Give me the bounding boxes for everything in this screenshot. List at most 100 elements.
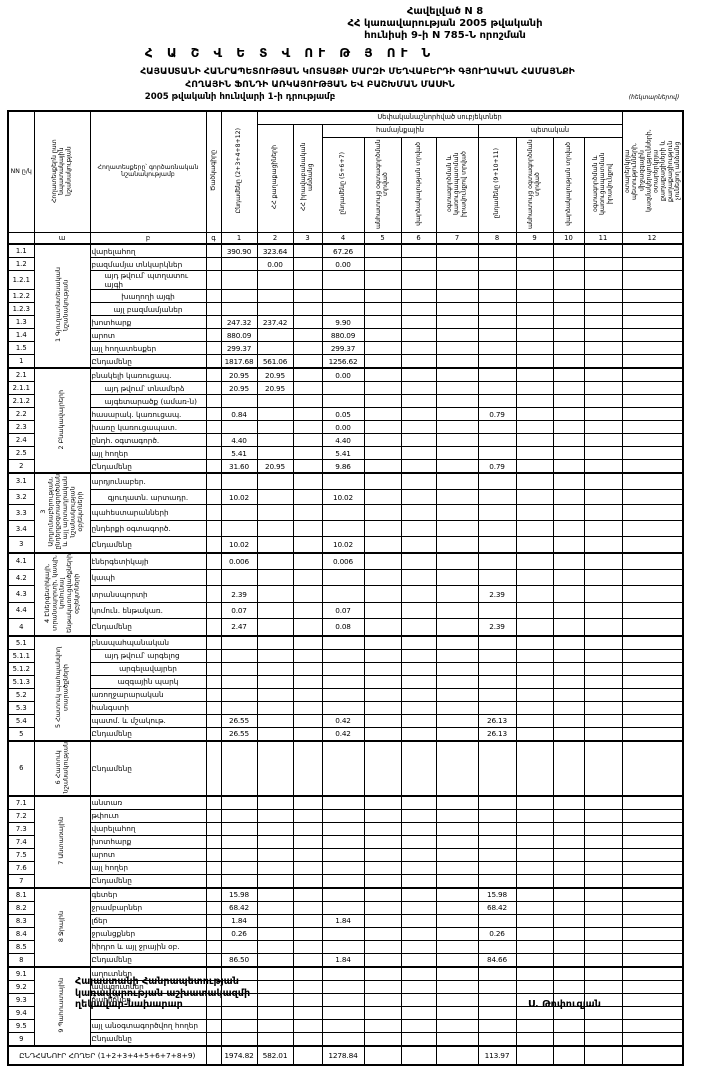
value-cell bbox=[292, 913, 323, 928]
grand-total-value bbox=[583, 1044, 623, 1066]
value-cell bbox=[477, 687, 517, 702]
value-cell bbox=[256, 965, 294, 981]
col-header-state-free-use: անհատույց օգտագործման տրված bbox=[515, 137, 554, 233]
value-cell bbox=[321, 1018, 365, 1033]
row-number: 9.2 bbox=[7, 979, 35, 994]
grand-total-value: 582.01 bbox=[256, 1044, 294, 1066]
code-cell bbox=[205, 446, 222, 460]
value-cell bbox=[321, 992, 365, 1007]
value-cell bbox=[552, 913, 585, 928]
value-cell bbox=[621, 713, 683, 728]
section-label: 7 Անտառային bbox=[33, 794, 91, 889]
value-cell bbox=[552, 504, 585, 522]
value-cell bbox=[435, 713, 479, 728]
value-cell: 237.42 bbox=[256, 315, 294, 329]
value-cell bbox=[583, 354, 623, 369]
row-number: 8.3 bbox=[7, 913, 35, 928]
value-cell bbox=[583, 713, 623, 728]
code-cell bbox=[205, 886, 222, 902]
report-subtitle-community: ՀԱՅԱՍՏԱՆԻ ՀԱՆՐԱՊԵՏՈՒԹՅԱՆ ԿՈՏԱՅՔԻ ՄԱՐԶԻ Մ… bbox=[140, 66, 575, 77]
report-subtitle-subject: ՀՈՂԱՅԻՆ ՖՈՆԴԻ ԱՌԿԱՅՈՒԹՅԱՆ ԵՎ ԲԱՇԽՄԱՆ ՄԱՍ… bbox=[185, 79, 455, 90]
value-cell bbox=[363, 520, 402, 537]
value-cell: 26.55 bbox=[220, 713, 258, 728]
value-cell bbox=[621, 687, 683, 702]
value-cell bbox=[400, 302, 437, 316]
value-cell bbox=[321, 520, 365, 537]
value-cell bbox=[292, 661, 323, 676]
value-cell: 15.98 bbox=[220, 886, 258, 902]
value-cell bbox=[477, 1018, 517, 1033]
value-cell bbox=[220, 471, 258, 490]
code-cell bbox=[205, 900, 222, 915]
value-cell bbox=[552, 674, 585, 689]
value-cell bbox=[435, 886, 479, 902]
value-cell bbox=[400, 601, 437, 620]
value-cell bbox=[292, 1005, 323, 1020]
value-cell bbox=[621, 808, 683, 823]
value-cell: 299.37 bbox=[321, 341, 365, 355]
value-cell bbox=[400, 952, 437, 968]
section-label-text: 1 Գյուղատնտեսական նշանակության bbox=[53, 267, 69, 343]
row-number: 1.1 bbox=[7, 243, 35, 258]
value-cell bbox=[363, 381, 402, 395]
value-cell bbox=[583, 939, 623, 954]
value-cell bbox=[363, 420, 402, 434]
value-cell bbox=[583, 381, 623, 395]
value-cell bbox=[552, 433, 585, 447]
value-cell bbox=[621, 860, 683, 875]
value-cell bbox=[363, 367, 402, 382]
value-cell: 0.00 bbox=[321, 420, 365, 434]
value-cell bbox=[363, 471, 402, 490]
value-cell bbox=[256, 808, 294, 823]
table-row: 8.3 լճեր 1.84 1.84 bbox=[7, 913, 683, 928]
value-cell bbox=[552, 739, 585, 797]
value-cell bbox=[321, 394, 365, 408]
land-type-name: անտառ bbox=[89, 794, 207, 810]
value-cell bbox=[400, 551, 437, 571]
value-cell bbox=[552, 713, 585, 728]
row-number: 1.3 bbox=[7, 315, 35, 329]
value-cell bbox=[515, 700, 554, 715]
value-cell bbox=[435, 302, 479, 316]
value-cell bbox=[321, 900, 365, 915]
value-cell bbox=[321, 939, 365, 954]
value-cell bbox=[292, 886, 323, 902]
value-cell bbox=[552, 821, 585, 836]
code-cell bbox=[205, 808, 222, 823]
value-cell: 0.26 bbox=[477, 926, 517, 941]
code-cell bbox=[205, 821, 222, 836]
value-cell bbox=[292, 1018, 323, 1033]
value-cell bbox=[435, 341, 479, 355]
land-type-name: Ընդամենը bbox=[89, 1031, 207, 1047]
value-cell bbox=[621, 459, 683, 474]
value-cell bbox=[363, 270, 402, 290]
value-cell bbox=[477, 257, 517, 271]
code-cell bbox=[205, 289, 222, 303]
value-cell bbox=[477, 315, 517, 329]
value-cell bbox=[220, 794, 258, 810]
value-cell bbox=[220, 504, 258, 522]
value-cell bbox=[256, 739, 294, 797]
value-cell bbox=[435, 367, 479, 382]
value-cell bbox=[363, 794, 402, 810]
value-cell bbox=[321, 886, 365, 902]
land-type-name: Ընդամենը bbox=[89, 354, 207, 369]
row-number: 1.5 bbox=[7, 341, 35, 355]
grand-total-value bbox=[363, 1044, 402, 1066]
row-number: 1.4 bbox=[7, 328, 35, 342]
value-cell bbox=[583, 1018, 623, 1033]
value-cell bbox=[552, 569, 585, 587]
value-cell: 20.95 bbox=[220, 381, 258, 395]
value-cell bbox=[552, 794, 585, 810]
row-number: 4.4 bbox=[7, 601, 35, 620]
row-number: 7 bbox=[7, 873, 35, 889]
value-cell bbox=[256, 618, 294, 637]
value-cell bbox=[621, 1005, 683, 1020]
value-cell bbox=[621, 661, 683, 676]
grand-total-value: 113.97 bbox=[477, 1044, 517, 1066]
land-type-name: արդյունաբեր. bbox=[89, 471, 207, 490]
value-cell bbox=[477, 808, 517, 823]
value-cell bbox=[477, 433, 517, 447]
value-cell bbox=[292, 551, 323, 571]
value-cell bbox=[515, 821, 554, 836]
